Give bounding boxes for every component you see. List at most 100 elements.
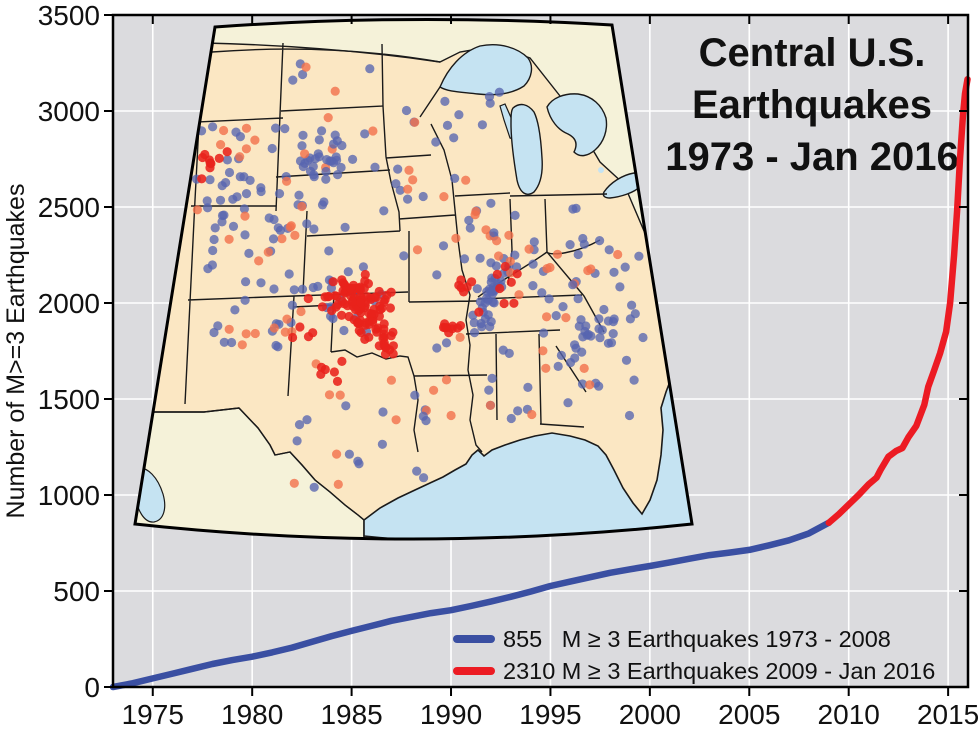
epicenter-dot-red: [337, 310, 347, 320]
epicenter-dot-blue: [528, 281, 538, 291]
epicenter-dot-blue: [329, 139, 339, 149]
epicenter-dot-orange: [254, 256, 264, 266]
epicenter-dot-red: [329, 367, 339, 377]
epicenter-dot-blue: [205, 175, 215, 185]
epicenter-dot-orange: [235, 152, 245, 162]
epicenter-dot-orange: [250, 328, 260, 339]
epicenter-dot-orange: [300, 149, 310, 159]
epicenter-dot-blue: [297, 141, 307, 151]
epicenter-dot-orange: [277, 234, 287, 244]
epicenter-dot-red: [320, 292, 330, 302]
epicenter-dot-orange: [324, 390, 335, 400]
epicenter-dot-blue: [556, 350, 567, 360]
epicenter-dot-blue: [280, 124, 290, 134]
epicenter-dot-blue: [486, 198, 496, 208]
epicenter-dot-blue: [625, 314, 636, 324]
epicenter-dot-blue: [354, 459, 364, 469]
epicenter-dot-blue: [302, 219, 312, 229]
epicenter-dot-blue: [210, 223, 220, 233]
epicenter-dot-blue: [577, 379, 588, 389]
epicenter-dot-orange: [446, 410, 456, 421]
x-tick-label-2010: 2010: [818, 699, 880, 730]
epicenter-dot-red: [388, 349, 398, 359]
epicenter-dot-blue: [274, 189, 285, 199]
epicenter-dot-red: [381, 342, 391, 352]
epicenter-dot-red: [368, 317, 378, 327]
epicenter-dot-orange: [290, 230, 300, 240]
epicenter-dot-orange: [333, 479, 343, 489]
epicenter-dot-orange: [613, 249, 623, 260]
y-tick-label-0: 0: [84, 672, 100, 703]
epicenter-dot-blue: [269, 284, 279, 294]
x-tick-label-1975: 1975: [122, 699, 184, 730]
epicenter-dot-red: [492, 269, 502, 279]
epicenter-dot-red: [354, 326, 364, 336]
epicenter-dot-blue: [365, 64, 375, 74]
epicenter-dot-blue: [294, 190, 304, 200]
epicenter-dot-blue: [570, 353, 580, 363]
epicenter-dot-blue: [442, 120, 453, 130]
epicenter-dot-blue: [379, 206, 389, 216]
epicenter-dot-blue: [202, 196, 212, 206]
epicenter-dot-blue: [208, 245, 218, 256]
epicenter-dot-blue: [297, 284, 308, 294]
epicenter-dot-blue: [230, 305, 240, 315]
epicenter-dot-red: [222, 147, 232, 157]
epicenter-dot-orange: [485, 400, 495, 410]
epicenter-dot-blue: [551, 311, 561, 321]
epicenter-dot-orange: [391, 415, 401, 425]
epicenter-dot-red: [332, 376, 343, 386]
epicenter-dot-blue: [475, 253, 485, 263]
epicenter-dot-red: [385, 303, 395, 313]
epicenter-dot-red: [332, 291, 342, 301]
epicenter-dot-blue: [523, 382, 533, 392]
epicenter-dot-blue: [621, 355, 632, 365]
y-tick-label-3500: 3500: [38, 0, 100, 31]
epicenter-dot-blue: [313, 281, 323, 291]
epicenter-dot-blue: [217, 210, 228, 221]
epicenter-dot-orange: [492, 236, 502, 246]
epicenter-dot-red: [317, 302, 327, 312]
epicenter-dot-red: [377, 303, 387, 313]
epicenter-dot-blue: [485, 98, 495, 108]
epicenter-dot-orange: [323, 113, 333, 123]
epicenter-dot-red: [316, 369, 326, 379]
epicenter-dot-orange: [192, 205, 202, 215]
epicenter-dot-blue: [298, 130, 308, 140]
x-tick-label-1995: 1995: [519, 699, 581, 730]
epicenter-dot-orange: [451, 233, 461, 243]
epicenter-dot-blue: [244, 248, 254, 258]
epicenter-dot-blue: [268, 234, 279, 244]
epicenter-dot-blue: [378, 407, 388, 417]
epicenter-dot-blue: [529, 237, 539, 247]
map-state-borders: [153, 42, 608, 521]
x-tick-label-2005: 2005: [718, 699, 780, 730]
epicenter-dot-blue: [333, 170, 343, 180]
epicenter-dot-blue: [498, 345, 508, 355]
epicenter-dot-red: [366, 309, 377, 319]
y-tick-label-3000: 3000: [38, 96, 100, 127]
epicenter-dot-blue: [432, 343, 442, 353]
epicenter-dot-red: [308, 328, 318, 338]
epicenter-dot-blue: [358, 262, 368, 272]
epicenter-dot-blue: [489, 228, 499, 238]
epicenter-dot-red: [354, 283, 365, 293]
chart-title: Central U.S. Earthquakes 1973 - Jan 2016: [665, 31, 959, 179]
epicenter-dot-orange: [586, 264, 596, 274]
epicenter-dot-blue: [224, 167, 235, 178]
epicenter-dot-orange: [241, 123, 252, 133]
epicenter-dot-red: [355, 315, 365, 325]
epicenter-dot-orange: [296, 306, 306, 317]
epicenter-dot-blue: [241, 189, 252, 199]
epicenter-dot-blue: [627, 300, 637, 310]
epicenter-dot-blue: [203, 264, 213, 274]
epicenter-dot-blue: [574, 321, 584, 331]
y-tick-label-1500: 1500: [38, 384, 100, 415]
y-axis-title: Number of M>=3 Earthquakes: [2, 184, 30, 519]
epicenter-dot-red: [355, 298, 365, 308]
epicenter-dot-blue: [571, 203, 581, 213]
epicenter-dot-orange: [301, 62, 311, 72]
epicenter-dot-orange: [412, 245, 423, 255]
epicenter-dot-blue: [370, 162, 380, 172]
epicenter-dot-orange: [404, 165, 414, 175]
